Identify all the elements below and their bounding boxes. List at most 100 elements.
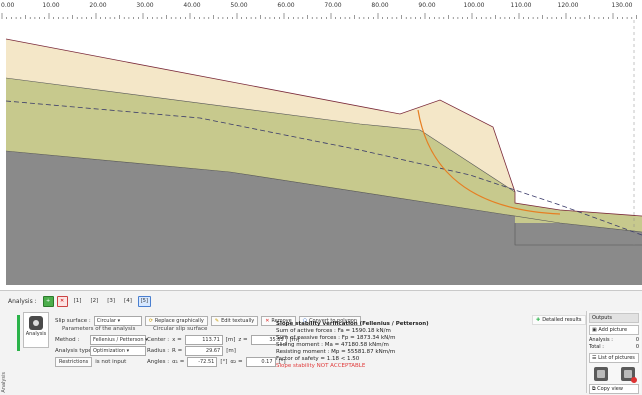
ruler-ticks (1, 13, 637, 19)
outputs-panel: Outputs ▣ Add picture Analysis :0 Total … (586, 311, 641, 394)
r-input[interactable]: 29.67 (185, 346, 224, 356)
middle-soil-layer (6, 78, 642, 232)
z-label: z = (238, 337, 248, 343)
angles-row: Angles : α₁ = -72.51 [°] α₂ = 0.17 [°] (147, 357, 286, 367)
results-title: Slope stability verification (Fellenius … (276, 321, 429, 327)
resisting-moment: Resisting moment : Mp = 55581.87 kNm/m (276, 349, 396, 355)
delete-analysis-button[interactable]: ✕ (56, 295, 68, 307)
ruler-label: 50.00 (230, 2, 248, 9)
verdict-text: Slope stability NOT ACCEPTABLE (276, 363, 366, 369)
r-label: R = (172, 348, 183, 354)
pencil-icon: ✎ (214, 318, 220, 324)
interface-line-upper (5, 77, 516, 193)
add-picture-button[interactable]: ▣ Add picture (589, 325, 639, 335)
analysis-panel: Analysis Analysis : + ✕ [1] [2] [3] [4] … (0, 290, 642, 395)
list-of-pictures-button[interactable]: ☰ List of pictures (589, 353, 639, 363)
edit-textually-button[interactable]: ✎ Edit textually (210, 316, 259, 326)
x-label: x = (172, 337, 182, 343)
a2-unit: [°] (278, 359, 286, 365)
replace-graphically-button[interactable]: ⟳ Replace graphically (144, 316, 208, 326)
slip-toolbar: Slip surface : Circular ▾ ⟳ Replace graph… (55, 316, 362, 326)
sliding-moment: Sliding moment : Ma = 47180.58 kNm/m (276, 342, 389, 348)
ruler-label: 10.00 (42, 2, 60, 9)
slip-surface-select[interactable]: Circular ▾ (93, 316, 142, 326)
results-box: Slope stability verification (Fellenius … (276, 321, 526, 370)
add-analysis-button[interactable]: + (42, 295, 54, 307)
print-document-icon[interactable] (620, 367, 637, 383)
method-select[interactable]: Fellenius / Petterson ▾ (90, 335, 148, 345)
ruler-label: 100.00 (463, 2, 485, 9)
ruler-label: 80.00 (371, 2, 389, 9)
params-group-title: Parameters of the analysis (62, 326, 136, 332)
copy-view-button[interactable]: ⧉ Copy view (589, 384, 639, 394)
center-row: Center : x = 113.71 [m] z = 35.85 [m] (147, 335, 299, 345)
output-icons (587, 367, 641, 383)
water-table-line (5, 100, 642, 236)
ruler-label: 60.00 (277, 2, 295, 9)
ruler-label: 130.00 (611, 2, 633, 9)
analysis-button-label: Analysis (25, 331, 47, 337)
print-icon[interactable] (593, 367, 608, 381)
slip-surface-arc (417, 109, 561, 215)
active-indicator (17, 315, 20, 351)
a1-input[interactable]: -72.51 (187, 357, 218, 367)
ruler-label: 40.00 (183, 2, 201, 9)
convert-to-polygon-button[interactable]: ⬠ Convert to polygon (298, 316, 362, 326)
circle-group-title: Circular slip surface (153, 326, 208, 332)
analysis-type-label: Analysis type : (55, 348, 96, 354)
restrictions-button[interactable]: Restrictions (55, 357, 93, 367)
outputs-header: Outputs (589, 313, 639, 323)
trench-outline (514, 223, 642, 246)
ruler-label: 70.00 (324, 2, 342, 9)
a2-label: α₂ = (230, 359, 243, 365)
bedrock-layer (6, 151, 642, 285)
method-label: Method : (55, 337, 80, 343)
slope-model (5, 20, 642, 285)
a2-input[interactable]: 0.17 (245, 357, 276, 367)
tab-4[interactable]: [4] (124, 298, 132, 304)
ruler-label: 30.00 (136, 2, 154, 9)
ruler-label: 20.00 (89, 2, 107, 9)
method-row: Method : Fellenius / Petterson ▾ (55, 335, 148, 345)
z-unit: [m] (289, 337, 300, 343)
top-soil-layer (6, 39, 515, 192)
angles-label: Angles : (147, 359, 170, 365)
restrictions-row: Restrictions is not input (55, 357, 126, 367)
copy-icon: ⧉ (592, 386, 598, 392)
analysis-type-row: Analysis type : Optimization ▾ (55, 346, 146, 356)
passive-forces: Sum of passive forces : Fp = 1873.34 kN/… (276, 335, 396, 341)
list-icon: ☰ (592, 355, 599, 361)
replace-icon: ⟳ (148, 318, 153, 324)
center-label: Center : (147, 337, 170, 343)
restrictions-value: is not input (95, 359, 127, 365)
active-forces: Sum of active forces : Fa = 1590.18 kN/m (276, 328, 391, 334)
remove-button[interactable]: ✕ Remove (261, 316, 296, 326)
interface-line-lower (5, 150, 642, 233)
tab-3[interactable]: [3] (107, 298, 116, 304)
ruler-label: 110.00 (510, 2, 532, 9)
analysis-icon (29, 316, 43, 330)
z-input[interactable]: 35.85 (250, 335, 287, 345)
slip-surface-label: Slip surface : (55, 318, 91, 324)
picture-icon: ▣ (592, 327, 599, 333)
tab-2[interactable]: [2] (90, 298, 99, 304)
tab-5[interactable]: [5] (137, 295, 151, 307)
trench-layer (515, 203, 560, 223)
detailed-results-link[interactable]: ✚ Detailed results (532, 315, 586, 325)
analysis-type-select[interactable]: Optimization ▾ (90, 346, 146, 356)
a1-label: α₁ = (172, 359, 185, 365)
panel-side-label: Analysis (1, 372, 7, 393)
factor-of-safety: Factor of safety = 1.18 < 1.50 (276, 356, 360, 362)
detailed-results-icon: ✚ (536, 317, 541, 323)
x-input[interactable]: 113.71 (184, 335, 223, 345)
tab-1[interactable]: [1] (73, 298, 82, 304)
x-unit: [m] (225, 337, 236, 343)
analysis-button[interactable]: Analysis (23, 312, 49, 348)
ruler-label: 120.00 (557, 2, 579, 9)
radius-row: Radius : R = 29.67 [m] (147, 346, 236, 356)
remove-icon: ✕ (265, 318, 270, 324)
polygon-icon: ⬠ (302, 318, 308, 324)
geometry-canvas[interactable] (0, 20, 642, 285)
ruler-label: 0.00 (1, 2, 15, 9)
ruler-label: 90.00 (418, 2, 436, 9)
